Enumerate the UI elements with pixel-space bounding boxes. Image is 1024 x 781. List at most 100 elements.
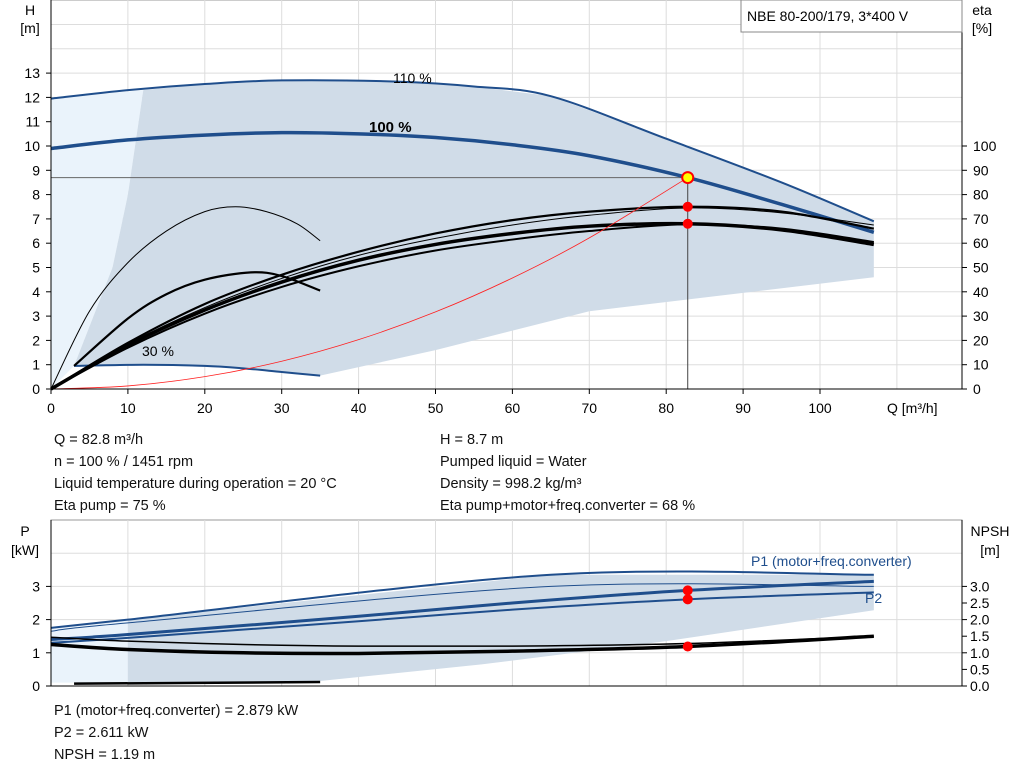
y-tick-label: 1 — [32, 357, 40, 373]
y2-tick-label: 1.0 — [970, 645, 990, 661]
series-line-0 — [50, 79, 875, 223]
x-tick-label: 70 — [582, 400, 598, 416]
x-tick-label: 10 — [120, 400, 136, 416]
x-tick-label: 20 — [197, 400, 213, 416]
info-p1: P1 (motor+freq.converter) = 2.879 kW — [54, 703, 299, 719]
x-tick-label: 30 — [274, 400, 290, 416]
x-tick-label: 60 — [505, 400, 521, 416]
info-head: H = 8.7 m — [440, 432, 504, 448]
y-axis-label: H — [25, 2, 35, 18]
label-p2: P2 — [865, 590, 882, 606]
series-line-2 — [74, 363, 321, 377]
series-line-1 — [50, 130, 875, 234]
label-100: 100 % — [369, 119, 412, 136]
y2-tick-label: 80 — [973, 187, 989, 203]
series-line-4 — [50, 634, 874, 656]
info-right: H = 8.7 m Pumped liquid = Water Density … — [440, 429, 695, 517]
x-tick-label: 40 — [351, 400, 367, 416]
x-axis-label: Q [m³/h] — [887, 400, 938, 416]
y2-tick-label: 0.5 — [970, 661, 990, 677]
series-line-1 — [50, 583, 874, 632]
y2-axis-unit: [%] — [972, 20, 992, 36]
y-tick-label: 4 — [32, 284, 40, 300]
shaded-area-light — [51, 90, 144, 390]
npsh-axis-unit: [m] — [980, 542, 999, 558]
y2-tick-label: 50 — [973, 260, 989, 276]
label-p1: P1 (motor+freq.converter) — [751, 553, 912, 569]
info-p2: P2 = 2.611 kW — [54, 725, 149, 741]
p-axis-unit: [kW] — [11, 542, 39, 558]
y-tick-label: 1 — [32, 645, 40, 661]
info-bottom: P1 (motor+freq.converter) = 2.879 kW P2 … — [54, 700, 298, 766]
y-axis-unit: [m] — [20, 20, 39, 36]
y2-tick-label: 10 — [973, 357, 989, 373]
y-tick-label: 9 — [32, 162, 40, 178]
p-axis-label: P — [20, 523, 29, 539]
info-temp: Liquid temperature during operation = 20… — [54, 476, 337, 492]
power-marker — [682, 594, 693, 605]
y-tick-label: 5 — [32, 260, 40, 276]
y-tick-label: 8 — [32, 187, 40, 203]
y2-tick-label: 30 — [973, 308, 989, 324]
series-line-6 — [74, 680, 321, 685]
y-tick-label: 12 — [24, 89, 40, 105]
series-line-0 — [50, 570, 874, 629]
y-tick-label: 10 — [24, 138, 40, 154]
power-marker — [682, 585, 693, 596]
series-line-3 — [50, 591, 874, 644]
y2-tick-label: 100 — [973, 138, 997, 154]
y-tick-label: 11 — [25, 114, 40, 130]
y-tick-label: 0 — [32, 381, 40, 397]
series-line-3 — [50, 206, 321, 390]
y-tick-label: 0 — [32, 678, 40, 694]
info-density: Density = 998.2 kg/m³ — [440, 476, 582, 492]
label-30: 30 % — [142, 343, 174, 359]
power-marker — [682, 641, 693, 652]
y2-tick-label: 3.0 — [970, 578, 990, 594]
y2-tick-label: 2.0 — [970, 612, 990, 628]
series-line-4 — [73, 271, 321, 367]
operating-point — [681, 171, 695, 185]
y-tick-label: 2 — [32, 332, 40, 348]
title-box — [740, 0, 963, 33]
y-tick-label: 2 — [32, 612, 40, 628]
y2-tick-label: 1.5 — [970, 628, 990, 644]
eta-marker — [682, 201, 693, 212]
series-line-5 — [50, 205, 875, 390]
y2-tick-label: 40 — [973, 284, 989, 300]
y-tick-label: 6 — [32, 235, 40, 251]
info-left: Q = 82.8 m³/h n = 100 % / 1451 rpm Liqui… — [54, 429, 337, 517]
y2-tick-label: 2.5 — [970, 595, 990, 611]
info-eta-pump: Eta pump = 75 % — [54, 498, 166, 514]
series-line-2 — [50, 579, 874, 642]
npsh-axis-label: NPSH — [971, 523, 1010, 539]
series-line-8 — [50, 223, 874, 390]
info-flow: Q = 82.8 m³/h — [54, 432, 144, 448]
shaded-area-dark — [74, 80, 874, 376]
info-eta-total: Eta pump+motor+freq.converter = 68 % — [440, 498, 696, 514]
x-tick-label: 100 — [808, 400, 832, 416]
series-line-5 — [50, 635, 874, 648]
y2-tick-label: 0 — [973, 381, 981, 397]
y2-axis-label: eta — [972, 2, 992, 18]
y-tick-label: 13 — [24, 65, 40, 81]
y2-tick-label: 60 — [973, 235, 989, 251]
label-110: 110 % — [393, 70, 432, 86]
x-tick-label: 90 — [735, 400, 751, 416]
series-line-9 — [50, 177, 688, 390]
eta-marker — [682, 218, 693, 229]
info-speed: n = 100 % / 1451 rpm — [54, 454, 194, 470]
chart-title: NBE 80-200/179, 3*400 V — [747, 8, 909, 24]
series-line-6 — [50, 207, 874, 390]
info-npsh: NPSH = 1.19 m — [54, 747, 156, 763]
y-tick-label: 3 — [32, 578, 40, 594]
y2-tick-label: 90 — [973, 162, 989, 178]
y2-tick-label: 20 — [973, 332, 989, 348]
x-tick-label: 80 — [658, 400, 674, 416]
y-tick-label: 7 — [32, 211, 40, 227]
x-tick-label: 0 — [47, 400, 55, 416]
y2-tick-label: 70 — [973, 211, 989, 227]
x-tick-label: 50 — [428, 400, 444, 416]
